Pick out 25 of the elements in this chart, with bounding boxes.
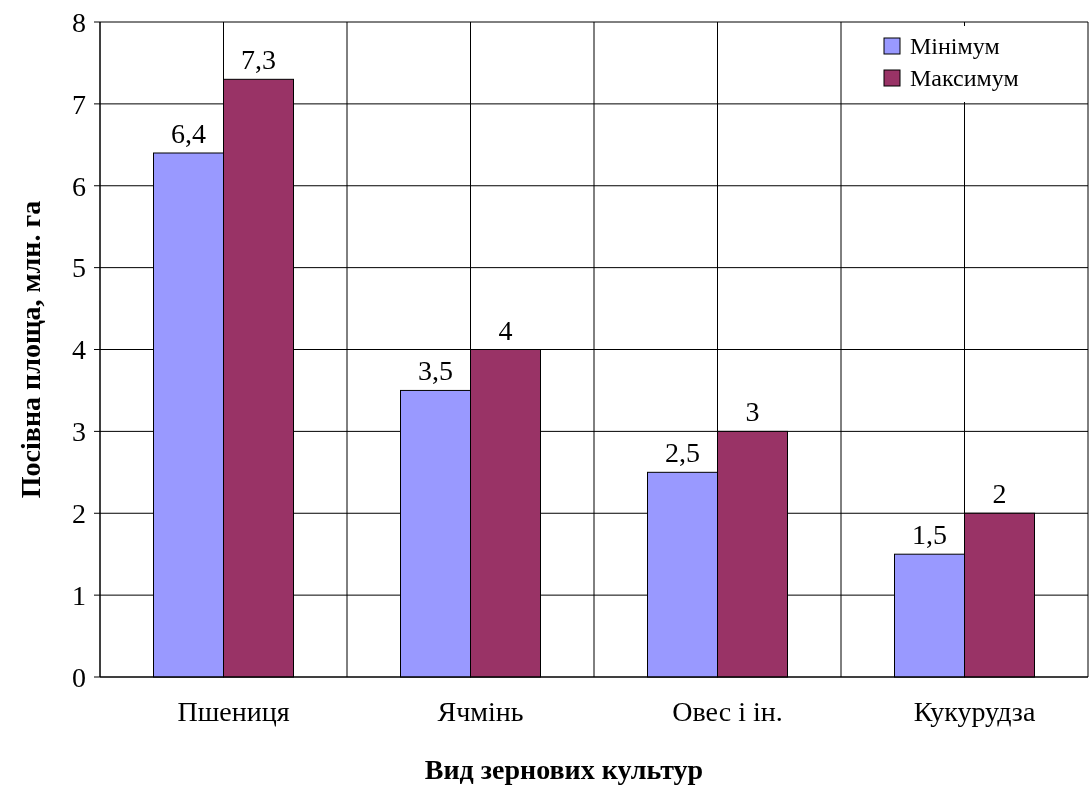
data-label: 3 bbox=[745, 396, 760, 428]
y-tick-label: 2 bbox=[72, 498, 86, 530]
y-tick-label: 6 bbox=[72, 170, 86, 202]
x-tick-label: Кукурудза bbox=[913, 696, 1036, 727]
y-tick-label: 7 bbox=[72, 88, 86, 120]
data-label: 6,4 bbox=[171, 118, 206, 149]
data-label: 4 bbox=[498, 314, 513, 346]
y-axis-title: Посівна площа, млн. га bbox=[15, 200, 46, 499]
y-tick-label: 8 bbox=[72, 6, 86, 38]
x-axis-title: Вид зернових культур bbox=[424, 754, 704, 785]
y-tick-label: 1 bbox=[72, 579, 86, 611]
data-label: 2,5 bbox=[665, 437, 700, 469]
y-tick-label: 4 bbox=[72, 334, 86, 366]
data-label: 2 bbox=[992, 478, 1007, 510]
data-label: 7,3 bbox=[241, 44, 276, 76]
x-tick-label: Овес і ін. bbox=[672, 696, 783, 727]
y-tick-label: 0 bbox=[72, 661, 86, 693]
legend-label: Мінімум bbox=[910, 33, 1000, 60]
data-label: 3,5 bbox=[418, 355, 453, 387]
data-label: 1,5 bbox=[912, 519, 947, 551]
x-tick-label: Ячмінь bbox=[437, 696, 524, 727]
x-tick-label: Пшениця bbox=[177, 696, 290, 727]
y-tick-label: 5 bbox=[72, 252, 86, 284]
y-tick-label: 3 bbox=[72, 416, 86, 448]
legend-label: Максимум bbox=[910, 65, 1019, 92]
